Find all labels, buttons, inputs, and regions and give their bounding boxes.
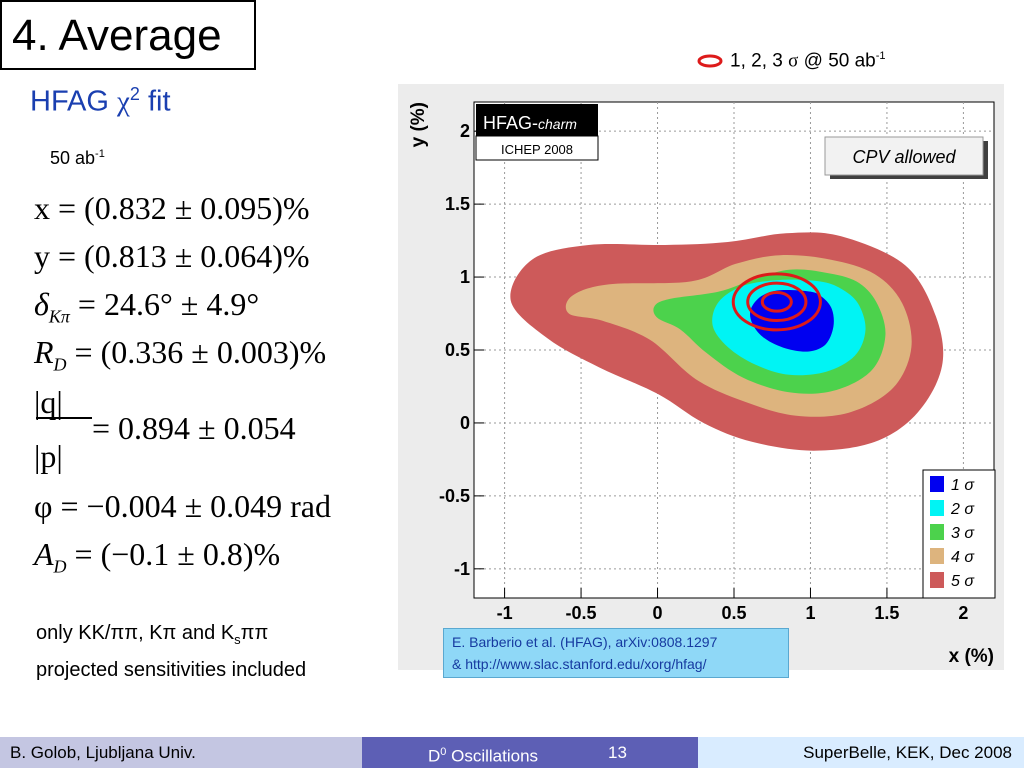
- hfag-logo-bg: [476, 104, 598, 136]
- projection-legend-sigma: σ: [788, 50, 799, 72]
- footer-topic-post: Oscillations: [446, 746, 539, 766]
- fraction-bar: [36, 417, 92, 419]
- y-tick-label-4: 1: [460, 267, 470, 287]
- contour-chart: -1 -0.5 0 0.5 1 1.5 2 -1 -0.5 0 0.5 1 1.5 2 y (%) x (…: [408, 101, 996, 667]
- x-tick-label-4: 1: [805, 603, 815, 623]
- x-tick-label-5: 1.5: [874, 603, 899, 623]
- delta-symbol: δ: [34, 286, 49, 322]
- q-over-p-value: = 0.894 ± 0.054: [92, 410, 296, 446]
- hfag-logo-italic: charm: [538, 116, 577, 132]
- formula-ad: AD = (−0.1 ± 0.8)%: [34, 536, 280, 577]
- luminosity-label: 50 ab-1: [50, 148, 105, 169]
- projection-legend: 1, 2, 3 σ @ 50 ab-1: [696, 50, 886, 72]
- footer-topic-sup: 0: [440, 746, 447, 758]
- legend-label-1: 1 σ: [951, 477, 975, 494]
- slide-title-box: 4. Average: [0, 0, 256, 70]
- footer-author: B. Golob, Ljubljana Univ.: [0, 737, 362, 768]
- formula-y: y = (0.813 ± 0.064)%: [34, 238, 310, 274]
- sigma-legend: 1 σ 2 σ 3 σ 4 σ 5 σ: [922, 469, 996, 599]
- formula-x: x = (0.832 ± 0.095)%: [34, 190, 310, 226]
- subtitle-chi: χ: [117, 85, 130, 118]
- x-tick-label-0: -1: [497, 603, 513, 623]
- legend-swatch-5: [930, 572, 944, 588]
- note-line1-b: ππ: [240, 622, 269, 644]
- rd-subscript: D: [53, 354, 67, 375]
- delta-value: = 24.6° ± 4.9°: [69, 286, 260, 322]
- projection-ellipses: [731, 272, 822, 332]
- projection-legend-sup: -1: [875, 50, 886, 62]
- ad-symbol: A: [34, 536, 54, 572]
- y-axis-label: y (%): [408, 102, 429, 147]
- footer-topic: D0 Oscillations 13: [362, 737, 698, 768]
- projection-legend-post: @ 50 ab: [798, 50, 876, 72]
- q-denominator: |p|: [34, 438, 63, 474]
- footer-topic-pre: D: [428, 746, 441, 766]
- q-numerator: |q|: [34, 384, 63, 420]
- ad-value: = (−0.1 ± 0.8)%: [66, 536, 281, 572]
- lumi-sup: -1: [95, 148, 105, 160]
- legend-label-5: 5 σ: [951, 573, 975, 590]
- legend-label-3: 3 σ: [951, 525, 975, 542]
- footer-event: SuperBelle, KEK, Dec 2008: [698, 737, 1024, 768]
- footer-topic-text: D0 Oscillations: [428, 737, 538, 772]
- projection-legend-pre: 1, 2, 3: [730, 50, 789, 72]
- projection-ellipse-2-sigma: [746, 281, 808, 323]
- legend-swatch-4: [930, 548, 944, 564]
- x-tick-label-3: 0.5: [721, 603, 746, 623]
- axis-ticks: -1 -0.5 0 0.5 1 1.5 2 -1 -0.5 0 0.5 1 1.5 2: [439, 121, 968, 623]
- projection-ellipse-1-sigma: [760, 291, 793, 313]
- y-tick-label-1: -0.5: [439, 486, 470, 506]
- ad-subscript: D: [53, 556, 67, 577]
- subtitle-suffix: fit: [139, 85, 171, 118]
- formula-phi: φ = −0.004 ± 0.049 rad: [34, 488, 331, 524]
- hfag-conference: ICHEP 2008: [501, 142, 573, 157]
- legend-swatch-2: [930, 500, 944, 516]
- formula-rd: RD = (0.336 ± 0.003)%: [34, 334, 326, 375]
- rd-value: = (0.336 ± 0.003)%: [66, 334, 327, 370]
- sensitivity-note: only KK/ππ, Kπ and Ksππ projected sensit…: [36, 618, 306, 685]
- hfag-logo-main: HFAG-: [483, 113, 538, 133]
- formula-delta: δKπ = 24.6° ± 4.9°: [34, 286, 259, 327]
- y-tick-label-0: -1: [454, 559, 470, 579]
- x-tick-label-6: 2: [958, 603, 968, 623]
- note-line-1: only KK/ππ, Kπ and Ksππ: [36, 618, 306, 655]
- subtitle-prefix: HFAG: [30, 85, 118, 118]
- y-tick-label-2: 0: [460, 413, 470, 433]
- legend-swatch-3: [930, 524, 944, 540]
- fit-results: x = (0.832 ± 0.095)% y = (0.813 ± 0.064)…: [34, 190, 404, 590]
- slide-subtitle: HFAG χ2 fit: [30, 84, 171, 119]
- note-line-2: projected sensitivities included: [36, 659, 307, 681]
- legend-label-2: 2 σ: [950, 501, 975, 518]
- x-axis-label: x (%): [949, 646, 994, 667]
- x-tick-label-2: 0: [653, 603, 663, 623]
- contour-region-1-sigma: [750, 289, 834, 352]
- delta-subscript: Kπ: [48, 306, 70, 327]
- cpv-annotation: CPV allowed: [824, 136, 988, 179]
- footer-bar: B. Golob, Ljubljana Univ. D0 Oscillation…: [0, 737, 1024, 768]
- y-tick-label-5: 1.5: [445, 194, 470, 214]
- contour-plot-panel: -1 -0.5 0 0.5 1 1.5 2 -1 -0.5 0 0.5 1 1.5 2 y (%) x (…: [398, 84, 1004, 670]
- note-line1-a: only KK/ππ, Kπ and K: [36, 622, 235, 644]
- reference-line-2: & http://www.slac.stanford.edu/xorg/hfag…: [452, 656, 707, 672]
- legend-swatch-1: [930, 476, 944, 492]
- lumi-text: 50 ab: [50, 148, 96, 168]
- reference-box: E. Barberio et al. (HFAG), arXiv:0808.12…: [443, 628, 789, 678]
- reference-line-1: E. Barberio et al. (HFAG), arXiv:0808.12…: [452, 634, 718, 650]
- subtitle-chi-sup: 2: [129, 84, 140, 104]
- y-tick-label-3: 0.5: [445, 340, 470, 360]
- hfag-logo-text: HFAG-charm: [483, 113, 577, 133]
- x-tick-label-1: -0.5: [566, 603, 597, 623]
- projection-ellipse-3-sigma: [731, 272, 822, 332]
- hfag-conference-box: [475, 135, 599, 161]
- legend-label-4: 4 σ: [951, 549, 975, 566]
- slide-title: 4. Average: [12, 11, 222, 60]
- cpv-box: [824, 136, 984, 176]
- red-ellipse-icon: [697, 54, 723, 68]
- rd-symbol: R: [34, 334, 54, 370]
- y-tick-label-6: 2: [460, 121, 470, 141]
- note-line1-sub: s: [234, 632, 241, 647]
- cpv-text: CPV allowed: [852, 147, 956, 167]
- hfag-logo: HFAG-charm ICHEP 2008: [475, 104, 599, 161]
- footer-page-number: 13: [608, 743, 627, 762]
